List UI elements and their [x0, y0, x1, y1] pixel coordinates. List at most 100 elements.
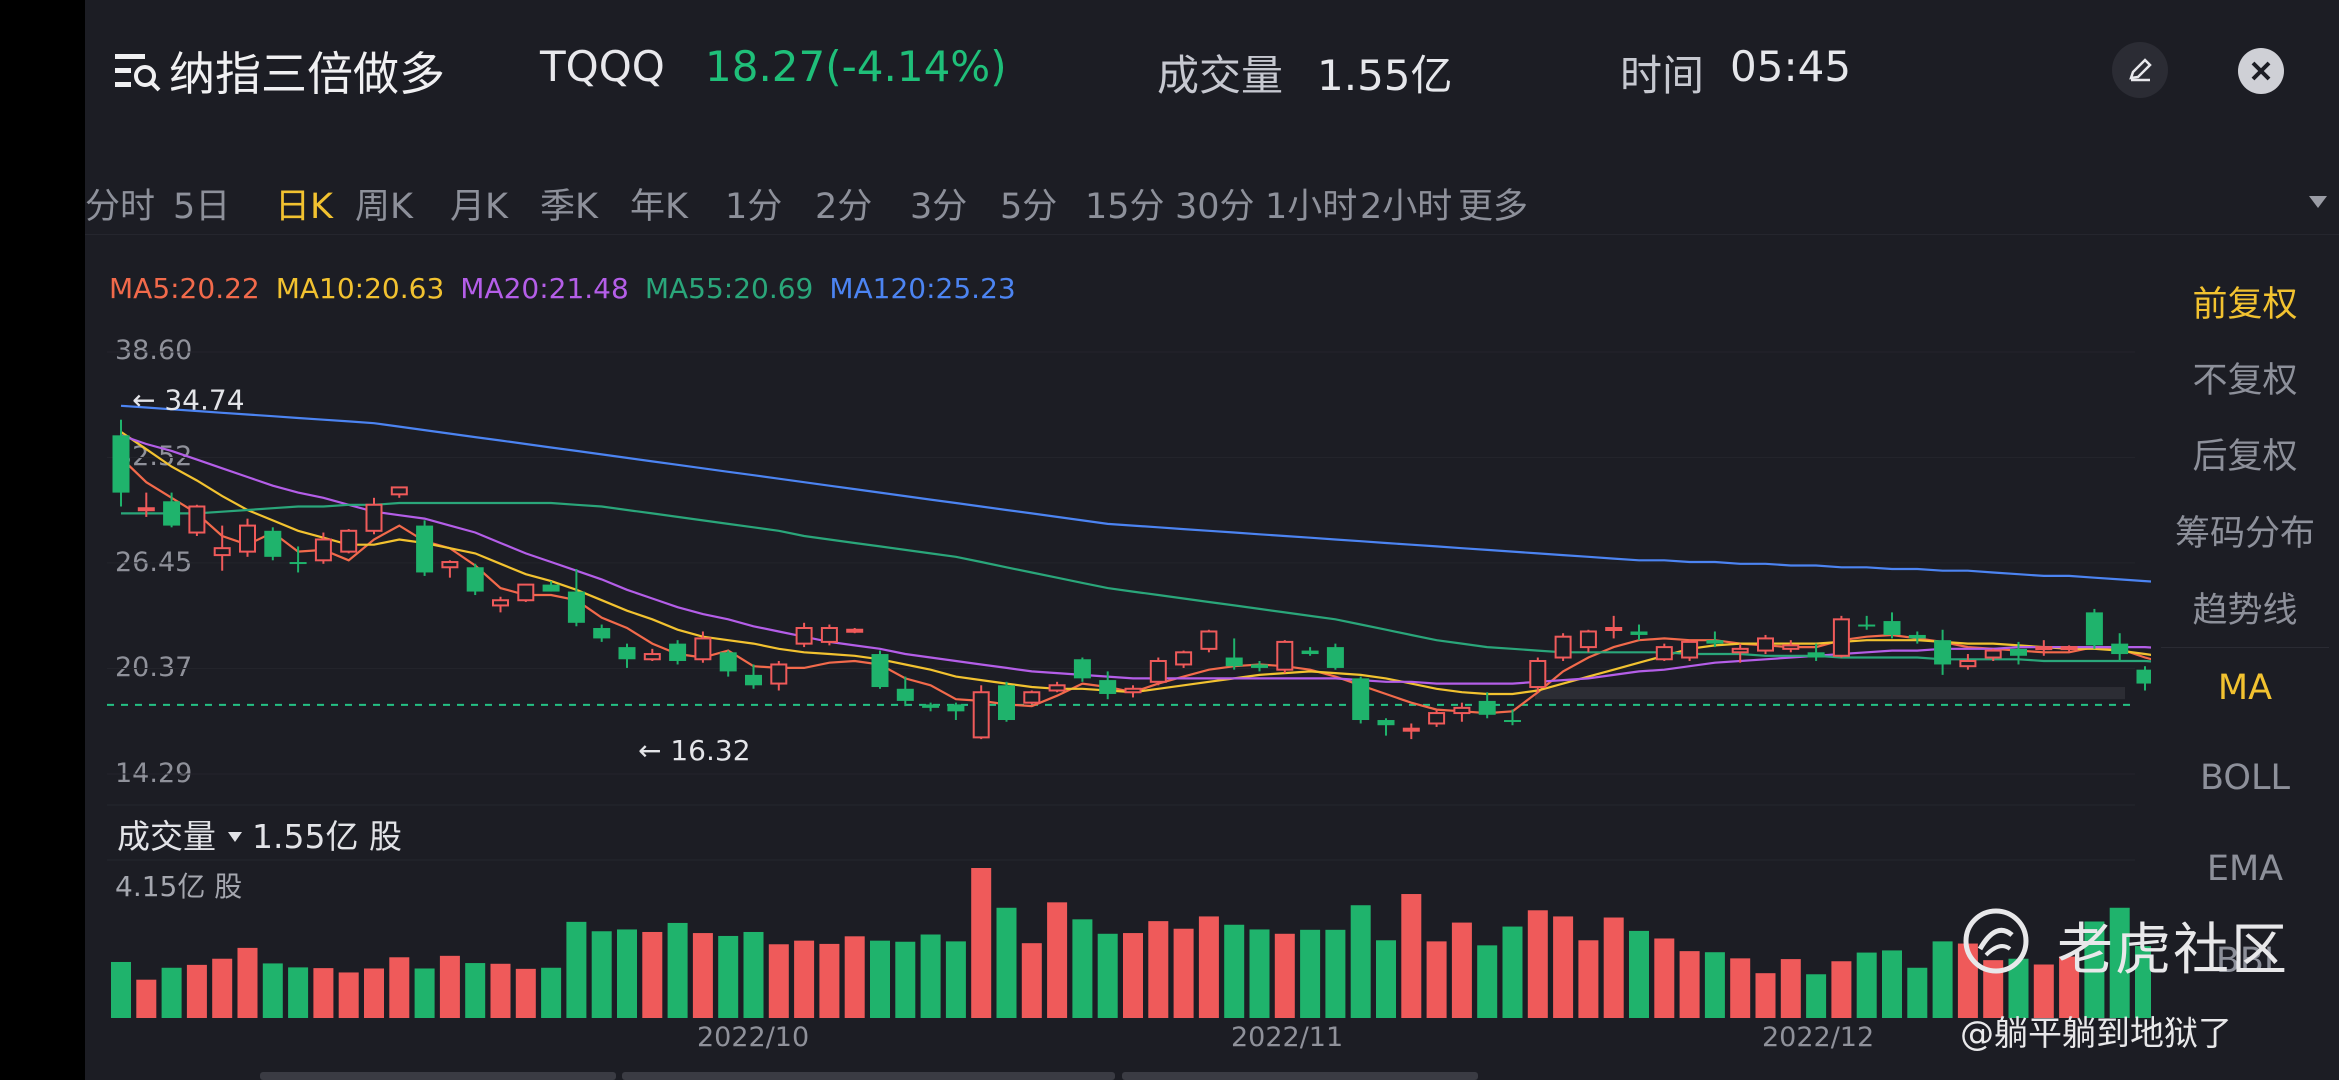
close-button[interactable]: [2238, 48, 2284, 94]
candle-body: [289, 562, 307, 565]
candle-body: [365, 503, 383, 532]
candle-body: [1175, 651, 1193, 666]
tab-1[interactable]: 5日: [173, 187, 231, 227]
candle-body: [1099, 680, 1117, 694]
candle-body: [1934, 640, 1952, 665]
volume-bar: [996, 907, 1017, 1018]
scrollbar-segment[interactable]: [260, 1072, 616, 1080]
tab-10[interactable]: 5分: [1000, 187, 1058, 227]
more-caret-icon[interactable]: [2309, 196, 2327, 208]
volume-bar: [1856, 952, 1877, 1018]
volume-bar: [136, 979, 157, 1018]
stock-ticker: TQQQ: [540, 42, 665, 91]
tab-8[interactable]: 2分: [815, 187, 873, 227]
volume-bar: [819, 943, 840, 1018]
volume-indicator-header[interactable]: 成交量 1.55亿 股: [117, 810, 402, 858]
scrollbar-segment[interactable]: [622, 1072, 1115, 1080]
x-tick-label: 2022/10: [697, 1022, 810, 1053]
volume-bar: [237, 947, 258, 1018]
volume-bar: [1376, 940, 1396, 1018]
tab-13[interactable]: 1小时: [1265, 187, 1358, 227]
candle-body: [947, 704, 965, 712]
volume-max-label: 4.15亿 股: [115, 870, 243, 903]
candle-body: [1478, 700, 1496, 715]
side-item-3[interactable]: 筹码分布: [2174, 514, 2315, 554]
volume-bar: [617, 929, 637, 1018]
candle-body: [846, 628, 864, 633]
volume-bar: [439, 955, 460, 1018]
tab-7[interactable]: 1分: [725, 187, 783, 227]
volume-bar: [1654, 938, 1675, 1018]
close-icon: [2251, 61, 2271, 81]
stock-price-change: 18.27(-4.14%): [705, 42, 1007, 91]
tab-12[interactable]: 30分: [1175, 187, 1255, 227]
edit-button[interactable]: [2112, 42, 2168, 98]
candle-body: [1251, 664, 1268, 668]
watermark-user: @躺平躺到地狱了: [1960, 1014, 2232, 1054]
candle-body: [1225, 657, 1243, 667]
tab-4[interactable]: 月K: [450, 187, 508, 227]
candle-body: [719, 652, 737, 672]
side-item-7[interactable]: EMA: [2206, 849, 2284, 889]
side-item-0[interactable]: 前复权: [2192, 285, 2298, 325]
volume-bar: [1249, 929, 1270, 1018]
volume-bar: [1578, 940, 1599, 1018]
volume-bar: [186, 964, 207, 1018]
volume-bar: [1907, 967, 1928, 1018]
volume-bar: [2033, 964, 2054, 1018]
volume-bar: [692, 933, 713, 1018]
candle-body: [416, 525, 434, 573]
candle-body: [694, 637, 712, 661]
edit-icon: [2129, 58, 2152, 82]
volume-bar: [1173, 928, 1194, 1018]
ma-legend-item: MA10:20.63: [275, 272, 445, 305]
tab-2[interactable]: 日K: [275, 187, 333, 227]
side-item-2[interactable]: 后复权: [2192, 437, 2298, 477]
candle-body: [1149, 659, 1167, 683]
side-item-1[interactable]: 不复权: [2192, 361, 2298, 401]
volume-bar: [288, 967, 309, 1018]
tab-9[interactable]: 3分: [910, 187, 968, 227]
candle-body: [1377, 720, 1395, 726]
kline-chart[interactable]: ← 34.74 ← 16.32: [85, 0, 2151, 1060]
volume-indicator-value: 1.55亿 股: [252, 817, 402, 856]
candle-body: [2010, 648, 2027, 656]
tab-6[interactable]: 年K: [630, 187, 688, 227]
volume-bar: [389, 957, 410, 1018]
y-tick-label: 38.60: [115, 335, 193, 366]
time-label: 时间: [1620, 51, 1705, 100]
volume-bar: [1047, 902, 1068, 1018]
candle-body: [1124, 687, 1142, 694]
side-item-5[interactable]: MA: [2217, 668, 2273, 708]
tab-15[interactable]: 更多: [1458, 187, 1529, 227]
side-item-4[interactable]: 趋势线: [2192, 591, 2298, 631]
y-tick-label: 20.37: [115, 652, 193, 683]
tab-5[interactable]: 季K: [540, 187, 598, 227]
candle-body: [264, 530, 282, 557]
volume-bar: [338, 972, 359, 1018]
tab-0[interactable]: 分时: [85, 187, 156, 227]
volume-bar: [844, 936, 865, 1018]
side-item-8[interactable]: BBI: [2215, 941, 2275, 981]
volume-bar: [1021, 943, 1042, 1018]
candle-body: [2085, 612, 2103, 646]
side-item-6[interactable]: BOLL: [2200, 758, 2290, 798]
candle-body: [1326, 647, 1344, 668]
candle-body: [972, 691, 990, 739]
candle-body: [542, 584, 560, 592]
volume-bar: [1325, 929, 1346, 1018]
volume-bar: [2109, 907, 2130, 1018]
candle-body: [163, 501, 181, 526]
tab-11[interactable]: 15分: [1085, 187, 1165, 227]
candle-body: [567, 591, 585, 623]
menu-search-icon[interactable]: [115, 50, 161, 92]
volume-bar: [1932, 941, 1953, 1018]
tab-14[interactable]: 2小时: [1360, 187, 1453, 227]
scrollbar-segment[interactable]: [1122, 1072, 1478, 1080]
candle-body: [1048, 684, 1066, 692]
volume-bar: [945, 941, 966, 1018]
volume-bar: [566, 921, 587, 1018]
candle-body: [1352, 678, 1370, 721]
volume-bar: [1477, 945, 1498, 1018]
tab-3[interactable]: 周K: [355, 187, 413, 227]
